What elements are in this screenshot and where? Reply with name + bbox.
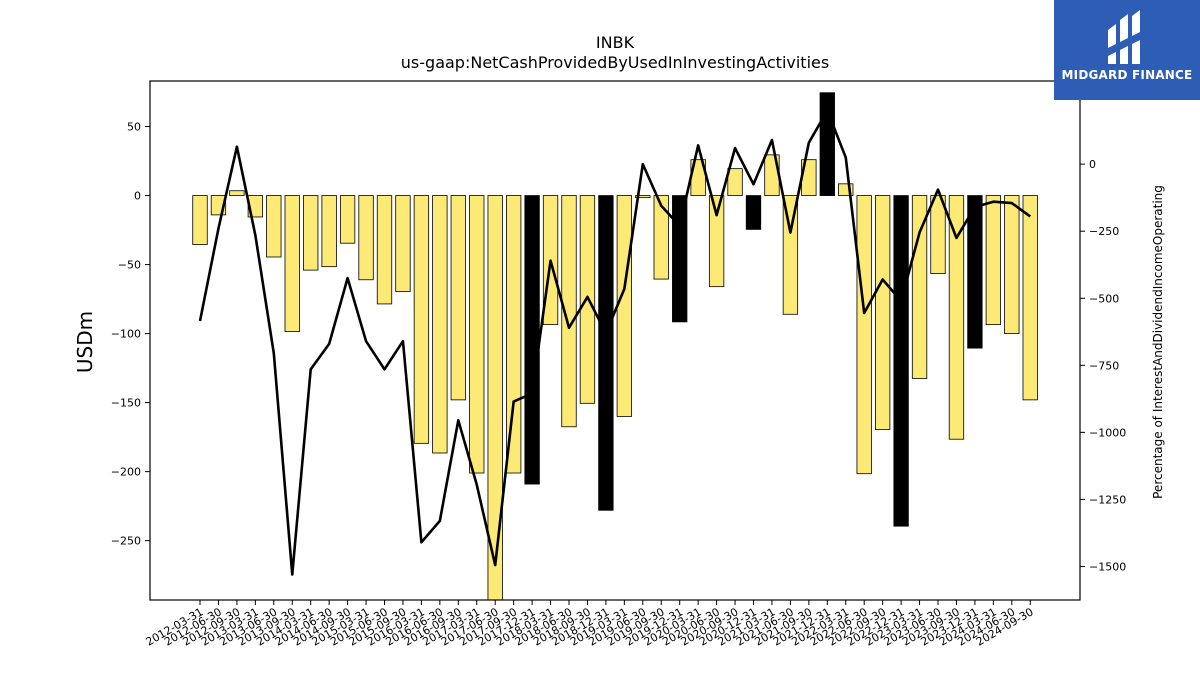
bar — [524, 195, 540, 485]
bar — [339, 195, 356, 244]
bar — [505, 195, 522, 474]
y-tick-label: 50 — [127, 121, 141, 134]
bar — [469, 195, 485, 474]
bar — [819, 92, 835, 196]
y2-tick-label: −1500 — [1089, 560, 1126, 573]
bar — [708, 195, 725, 288]
bar — [395, 195, 411, 292]
plot-frame — [149, 80, 1081, 601]
y2-tick-label: −250 — [1089, 225, 1119, 238]
bar — [413, 195, 430, 444]
bar — [284, 195, 300, 332]
bar — [930, 195, 946, 274]
series-line — [198, 109, 1032, 576]
y-axis-right: 0 −250 −500 −750 −1000 −1250 −1500 — [1080, 158, 1126, 573]
bar — [782, 195, 799, 315]
bar — [948, 195, 965, 440]
bar — [450, 195, 466, 401]
bar — [838, 183, 854, 196]
chart-title: INBK — [596, 33, 635, 52]
bar — [745, 195, 762, 230]
logo-mark-icon — [1108, 10, 1140, 64]
bar — [1004, 195, 1020, 335]
bar — [967, 195, 983, 349]
y-tick-label: −100 — [111, 328, 141, 341]
bar — [672, 195, 688, 323]
bar — [266, 195, 282, 258]
bar — [192, 195, 208, 245]
bar — [985, 195, 1001, 326]
y2-tick-label: 0 — [1089, 158, 1096, 171]
bar — [1022, 195, 1038, 401]
bars-layer — [192, 92, 1038, 601]
y2-tick-label: −500 — [1089, 292, 1119, 305]
y2-tick-label: −1000 — [1089, 426, 1126, 439]
bar — [875, 195, 891, 430]
bar — [561, 195, 577, 428]
y2-tick-label: −1250 — [1089, 493, 1126, 506]
bar — [358, 195, 374, 281]
y2-axis-label: Percentage of InterestAndDividendIncomeO… — [1151, 185, 1165, 499]
bar — [303, 195, 319, 271]
bar — [653, 195, 669, 280]
brand-logo: MIDGARD FINANCE — [1054, 0, 1200, 100]
chart-subtitle: us-gaap:NetCashProvidedByUsedInInvesting… — [401, 53, 829, 72]
line-layer — [198, 109, 1032, 576]
y-axis-left: 50 0 −50 −100 −150 −200 −250 — [111, 121, 150, 548]
y-tick-label: −150 — [111, 397, 141, 410]
y2-tick-label: −750 — [1089, 359, 1119, 372]
bar — [635, 195, 651, 199]
bar — [321, 195, 337, 268]
bar — [616, 195, 632, 417]
x-axis: 2012-03-312012-06-302012-09-302013-03-31… — [144, 600, 1036, 649]
y-axis-label: USDm — [73, 311, 97, 373]
bar — [376, 195, 393, 305]
bar — [229, 190, 245, 196]
bar — [893, 195, 909, 527]
bar — [432, 195, 448, 454]
y-tick-label: −200 — [111, 466, 141, 479]
y-tick-label: −250 — [111, 535, 141, 548]
y-tick-label: 0 — [134, 190, 141, 203]
bar — [856, 195, 872, 475]
y-tick-label: −50 — [118, 259, 141, 272]
bar — [727, 168, 743, 196]
logo-text: MIDGARD FINANCE — [1061, 68, 1193, 82]
bar — [598, 195, 614, 511]
